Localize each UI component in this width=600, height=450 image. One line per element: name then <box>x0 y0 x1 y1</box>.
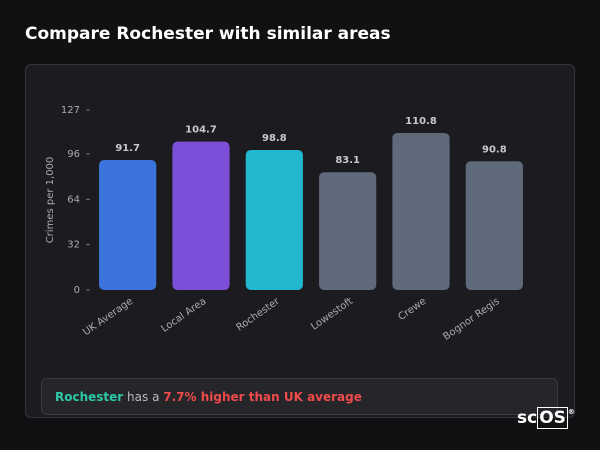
bar <box>319 172 377 290</box>
logo-mark: ® <box>567 408 575 416</box>
y-tick-label: 64 <box>67 194 80 205</box>
bar <box>245 149 303 290</box>
y-tick-label: 32 <box>67 240 80 251</box>
logo-boxed: OS <box>537 407 568 429</box>
bar <box>392 132 450 290</box>
bar <box>172 141 230 290</box>
y-tick-label: 96 <box>67 149 80 160</box>
comparison-summary: Rochester has a 7.7% higher than UK aver… <box>41 378 558 415</box>
bar <box>465 161 523 290</box>
value-label: 90.8 <box>482 144 507 155</box>
y-tick-label: 0 <box>74 285 80 296</box>
y-tick-label: 127 <box>61 105 80 116</box>
logo: sc OS ® <box>517 407 575 429</box>
x-tick-label: Lowestoft <box>309 296 355 333</box>
area-name: Rochester <box>55 390 124 404</box>
x-tick-label: Bognor Regis <box>441 296 501 343</box>
value-label: 91.7 <box>115 143 140 154</box>
x-tick-label: Crewe <box>396 296 428 323</box>
summary-highlight: 7.7% higher than UK average <box>163 390 362 404</box>
value-label: 110.8 <box>405 116 437 127</box>
logo-prefix: sc <box>517 408 538 428</box>
bar <box>99 160 157 290</box>
x-tick-label: UK Average <box>81 296 135 338</box>
chart-title: Compare Rochester with similar areas <box>25 24 391 44</box>
value-label: 98.8 <box>262 133 287 144</box>
x-tick-label: Rochester <box>235 295 283 333</box>
value-label: 83.1 <box>335 155 360 166</box>
summary-text: has a <box>127 390 160 404</box>
x-tick-label: Local Area <box>159 296 208 335</box>
value-label: 104.7 <box>185 125 217 136</box>
y-axis-label: Crimes per 1,000 <box>45 157 56 244</box>
